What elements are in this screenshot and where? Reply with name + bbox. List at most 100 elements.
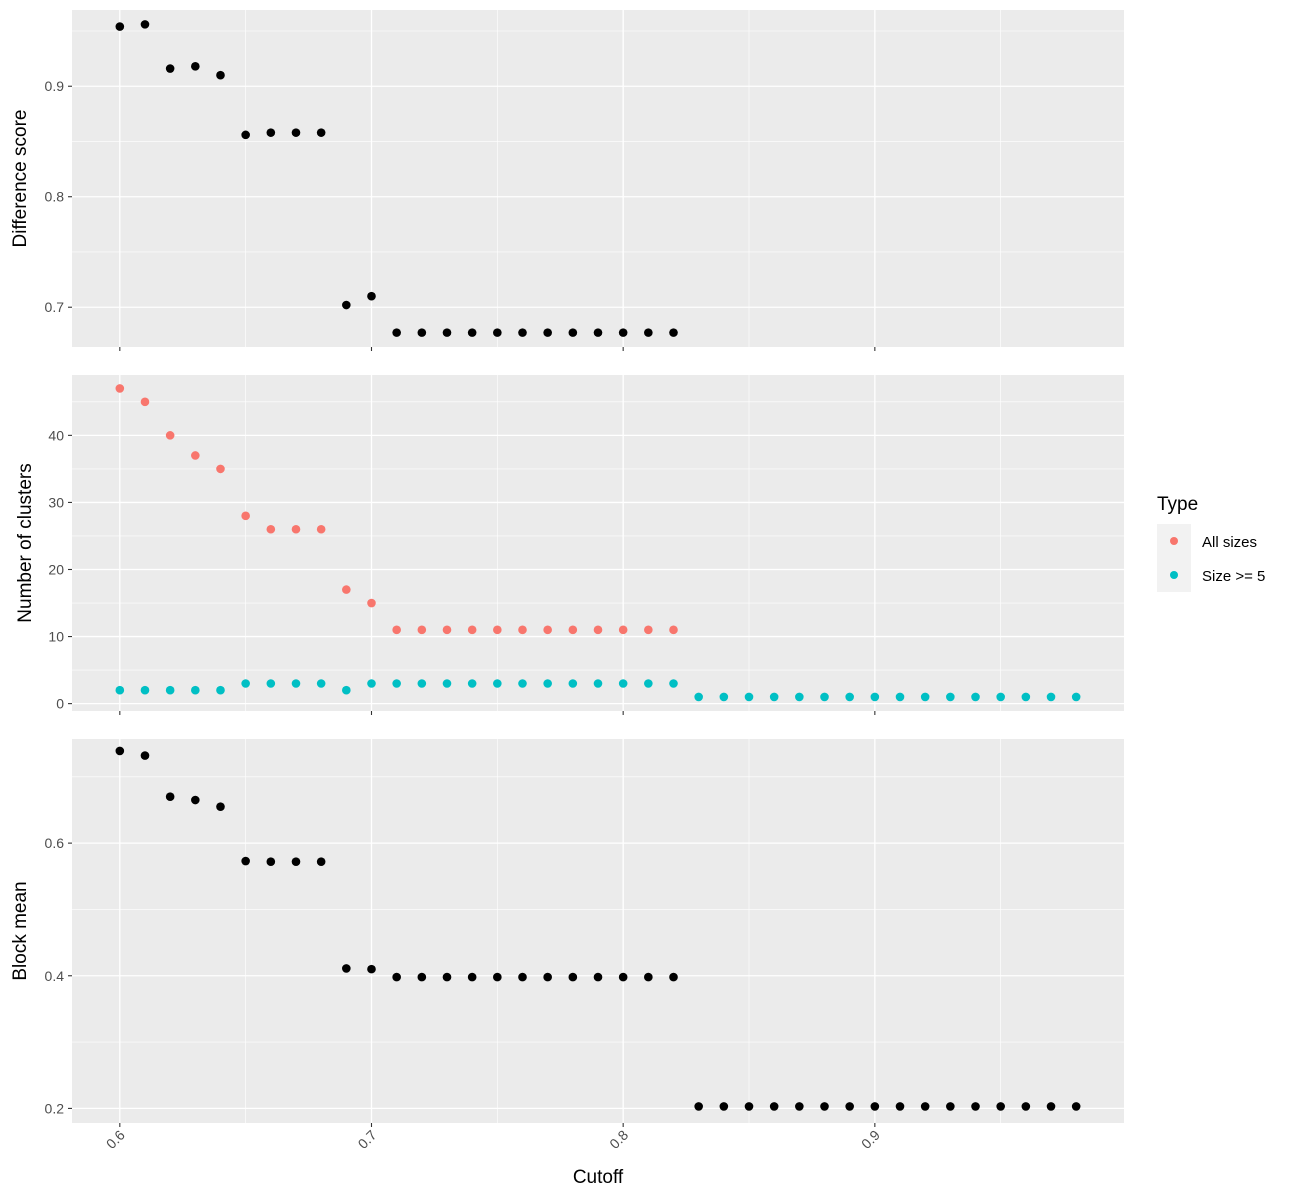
data-point (191, 451, 200, 460)
y-tick-label: 20 (48, 561, 64, 577)
data-point (291, 128, 301, 137)
data-point (417, 679, 427, 688)
data-point (518, 328, 527, 337)
data-point (316, 524, 326, 534)
y-tick-label: 0 (56, 696, 64, 712)
data-point (895, 1102, 905, 1111)
data-point (316, 679, 326, 688)
data-point (392, 679, 401, 688)
x-axis-title: Cutoff (573, 1167, 624, 1188)
data-point (493, 679, 502, 688)
y-tick-label: 0.6 (45, 835, 65, 851)
data-point (392, 625, 401, 635)
data-point (1071, 1102, 1081, 1111)
data-point (342, 300, 351, 310)
data-point (266, 679, 276, 688)
data-point (291, 524, 301, 534)
data-point (342, 685, 351, 695)
data-point (719, 1102, 729, 1111)
data-point (744, 692, 754, 702)
y-tick-label: 0.7 (45, 299, 65, 315)
data-point (845, 1102, 854, 1111)
data-point (820, 1102, 829, 1111)
data-point (1046, 1102, 1056, 1111)
data-point (291, 857, 301, 866)
data-point (266, 128, 276, 137)
data-point (719, 692, 729, 702)
data-point (543, 328, 552, 337)
y-axis-title-number-of-clusters: Number of clusters (15, 463, 36, 622)
data-point (165, 685, 175, 695)
data-point (1046, 692, 1056, 702)
data-point (367, 598, 376, 608)
data-point (417, 625, 427, 635)
y-axis-title-difference-score: Difference score (10, 110, 31, 248)
data-point (493, 972, 502, 982)
data-point (543, 625, 552, 635)
data-point (442, 328, 452, 337)
data-point (593, 679, 603, 688)
x-tick-label: 0.7 (355, 1127, 380, 1152)
data-point (493, 625, 502, 635)
data-point (367, 291, 376, 301)
legend-key-size-ge-5 (1170, 571, 1178, 579)
data-point (165, 792, 175, 801)
data-point (266, 857, 276, 866)
data-point (618, 972, 628, 982)
data-point (191, 795, 200, 805)
legend-label-all-sizes: All sizes (1202, 534, 1257, 551)
data-point (618, 328, 628, 337)
data-point (140, 20, 150, 29)
y-tick-label: 10 (48, 629, 64, 645)
data-point (769, 1102, 779, 1111)
data-point (669, 679, 678, 688)
data-point (543, 972, 552, 982)
data-point (644, 328, 653, 337)
data-point (618, 625, 628, 635)
data-point (342, 964, 351, 973)
panel-background-difference-score (72, 10, 1124, 347)
data-point (140, 397, 150, 407)
data-point (342, 585, 351, 594)
data-point (669, 328, 678, 337)
y-tick-label: 40 (48, 427, 64, 443)
data-point (216, 70, 225, 80)
data-point (769, 692, 779, 702)
data-point (316, 128, 326, 137)
y-axis-title-block-mean: Block mean (10, 881, 31, 980)
data-point (543, 679, 552, 688)
data-point (694, 692, 703, 702)
data-point (392, 972, 401, 982)
data-point (1021, 1102, 1031, 1111)
data-points (115, 20, 1081, 1111)
data-point (140, 685, 150, 695)
data-point (367, 679, 376, 688)
data-point (241, 679, 250, 688)
data-point (191, 685, 200, 695)
panel-background-number-of-clusters (72, 375, 1124, 711)
data-point (115, 685, 125, 695)
data-point (442, 972, 452, 982)
data-point (694, 1102, 703, 1111)
data-point (568, 972, 578, 982)
data-point (593, 972, 603, 982)
data-point (216, 685, 225, 695)
data-point (165, 64, 175, 73)
legend-key-all-sizes (1170, 537, 1178, 545)
data-point (568, 625, 578, 635)
data-point (467, 972, 477, 982)
data-point (593, 625, 603, 635)
data-point (367, 964, 376, 974)
data-point (644, 625, 653, 635)
panel-background-block-mean (72, 739, 1124, 1123)
x-tick-label: 0.8 (606, 1127, 631, 1152)
legend-label-size-ge-5: Size >= 5 (1202, 568, 1265, 585)
x-tick-label: 0.9 (858, 1127, 883, 1152)
y-tick-label: 30 (48, 494, 64, 510)
y-tick-label: 0.4 (45, 968, 65, 984)
grid-lines (72, 10, 1124, 1123)
data-point (191, 62, 200, 71)
data-point (518, 679, 527, 688)
data-point (266, 524, 276, 534)
